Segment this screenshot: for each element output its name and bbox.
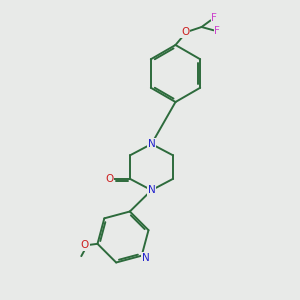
- Text: F: F: [214, 26, 220, 37]
- Text: O: O: [81, 240, 89, 250]
- Text: N: N: [142, 253, 149, 263]
- Text: N: N: [148, 139, 155, 149]
- Text: O: O: [105, 174, 114, 184]
- Text: F: F: [211, 13, 217, 23]
- Text: N: N: [148, 185, 155, 195]
- Text: O: O: [181, 27, 189, 38]
